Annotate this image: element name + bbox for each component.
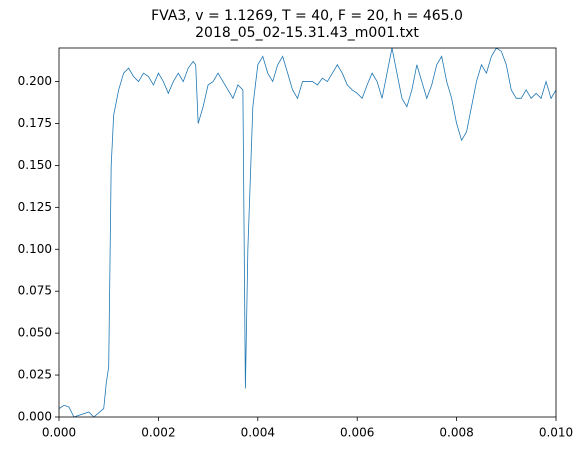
y-tick-label: 0.100 <box>18 242 52 256</box>
y-tick-label: 0.025 <box>18 368 52 382</box>
y-tick-label: 0.000 <box>18 410 52 424</box>
x-tick-label: 0.006 <box>340 426 374 440</box>
x-tick-label: 0.010 <box>539 426 573 440</box>
y-tick-label: 0.050 <box>18 326 52 340</box>
x-tick-label: 0.004 <box>241 426 275 440</box>
x-tick-label: 0.000 <box>42 426 76 440</box>
x-tick-label: 0.002 <box>141 426 175 440</box>
chart-title: FVA3, v = 1.1269, T = 40, F = 20, h = 46… <box>151 8 463 24</box>
y-tick-label: 0.125 <box>18 200 52 214</box>
chart-subtitle: 2018_05_02-15.31.43_m001.txt <box>195 25 419 41</box>
x-tick-label: 0.008 <box>439 426 473 440</box>
plot-frame <box>58 47 557 418</box>
y-tick-label: 0.075 <box>18 284 52 298</box>
data-line <box>59 48 556 417</box>
y-tick-label: 0.200 <box>18 74 52 88</box>
y-tick-label: 0.150 <box>18 158 52 172</box>
y-tick-label: 0.175 <box>18 116 52 130</box>
